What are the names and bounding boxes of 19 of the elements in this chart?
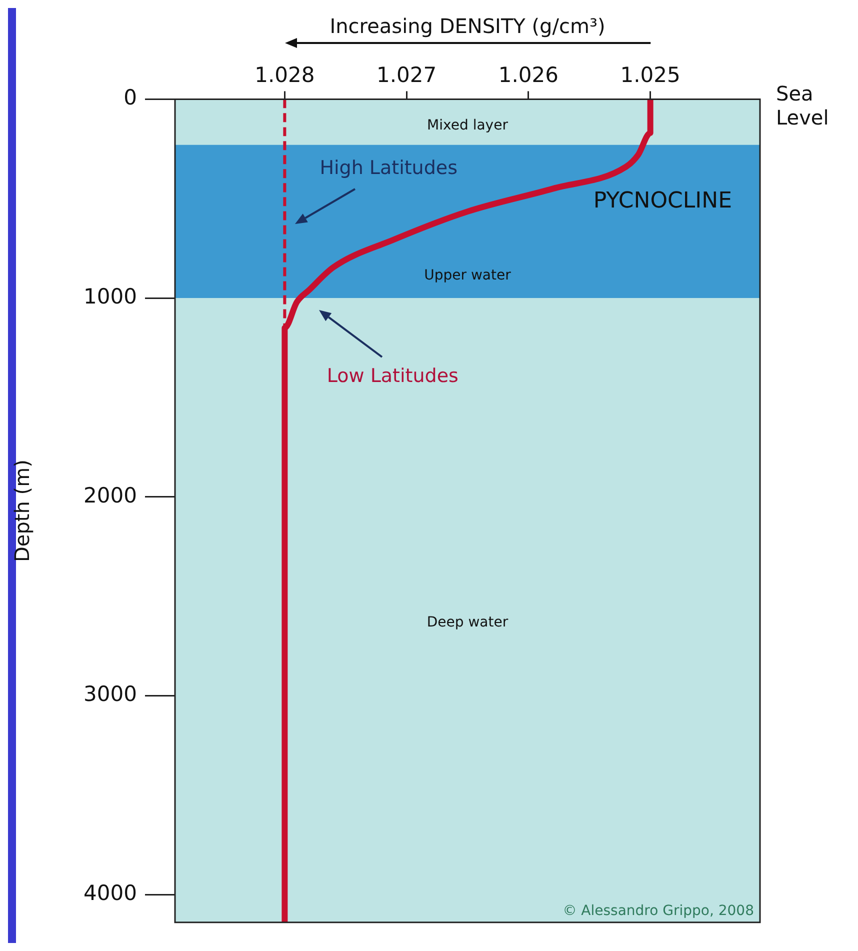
y-tick-label: 2000 <box>84 483 137 508</box>
y-tick-label: 0 <box>124 86 137 110</box>
y-tick-label: 4000 <box>84 881 137 906</box>
annotation: Deep water <box>426 614 508 630</box>
annotation: Mixed layer <box>427 118 508 134</box>
x-axis-title: Increasing DENSITY (g/cm³) <box>330 14 606 38</box>
band-label: PYCNOCLINE <box>593 188 732 214</box>
x-tick-label: 1.025 <box>620 63 680 88</box>
x-tick-label: 1.027 <box>376 63 437 88</box>
y-axis-title: Depth (m) <box>10 460 34 562</box>
x-tick-label: 1.026 <box>498 63 558 88</box>
text: Sea Level <box>776 81 829 130</box>
text: Low Latitudes <box>326 364 458 387</box>
series-label: High Latitudes <box>320 157 458 180</box>
annotation: © Alessandro Grippo, 2008 <box>562 903 754 920</box>
x-tick-label: 1.028 <box>254 63 315 88</box>
annotation: Upper water <box>424 268 512 284</box>
y-tick-label: 1000 <box>84 284 137 308</box>
y-tick-label: 3000 <box>84 682 137 706</box>
